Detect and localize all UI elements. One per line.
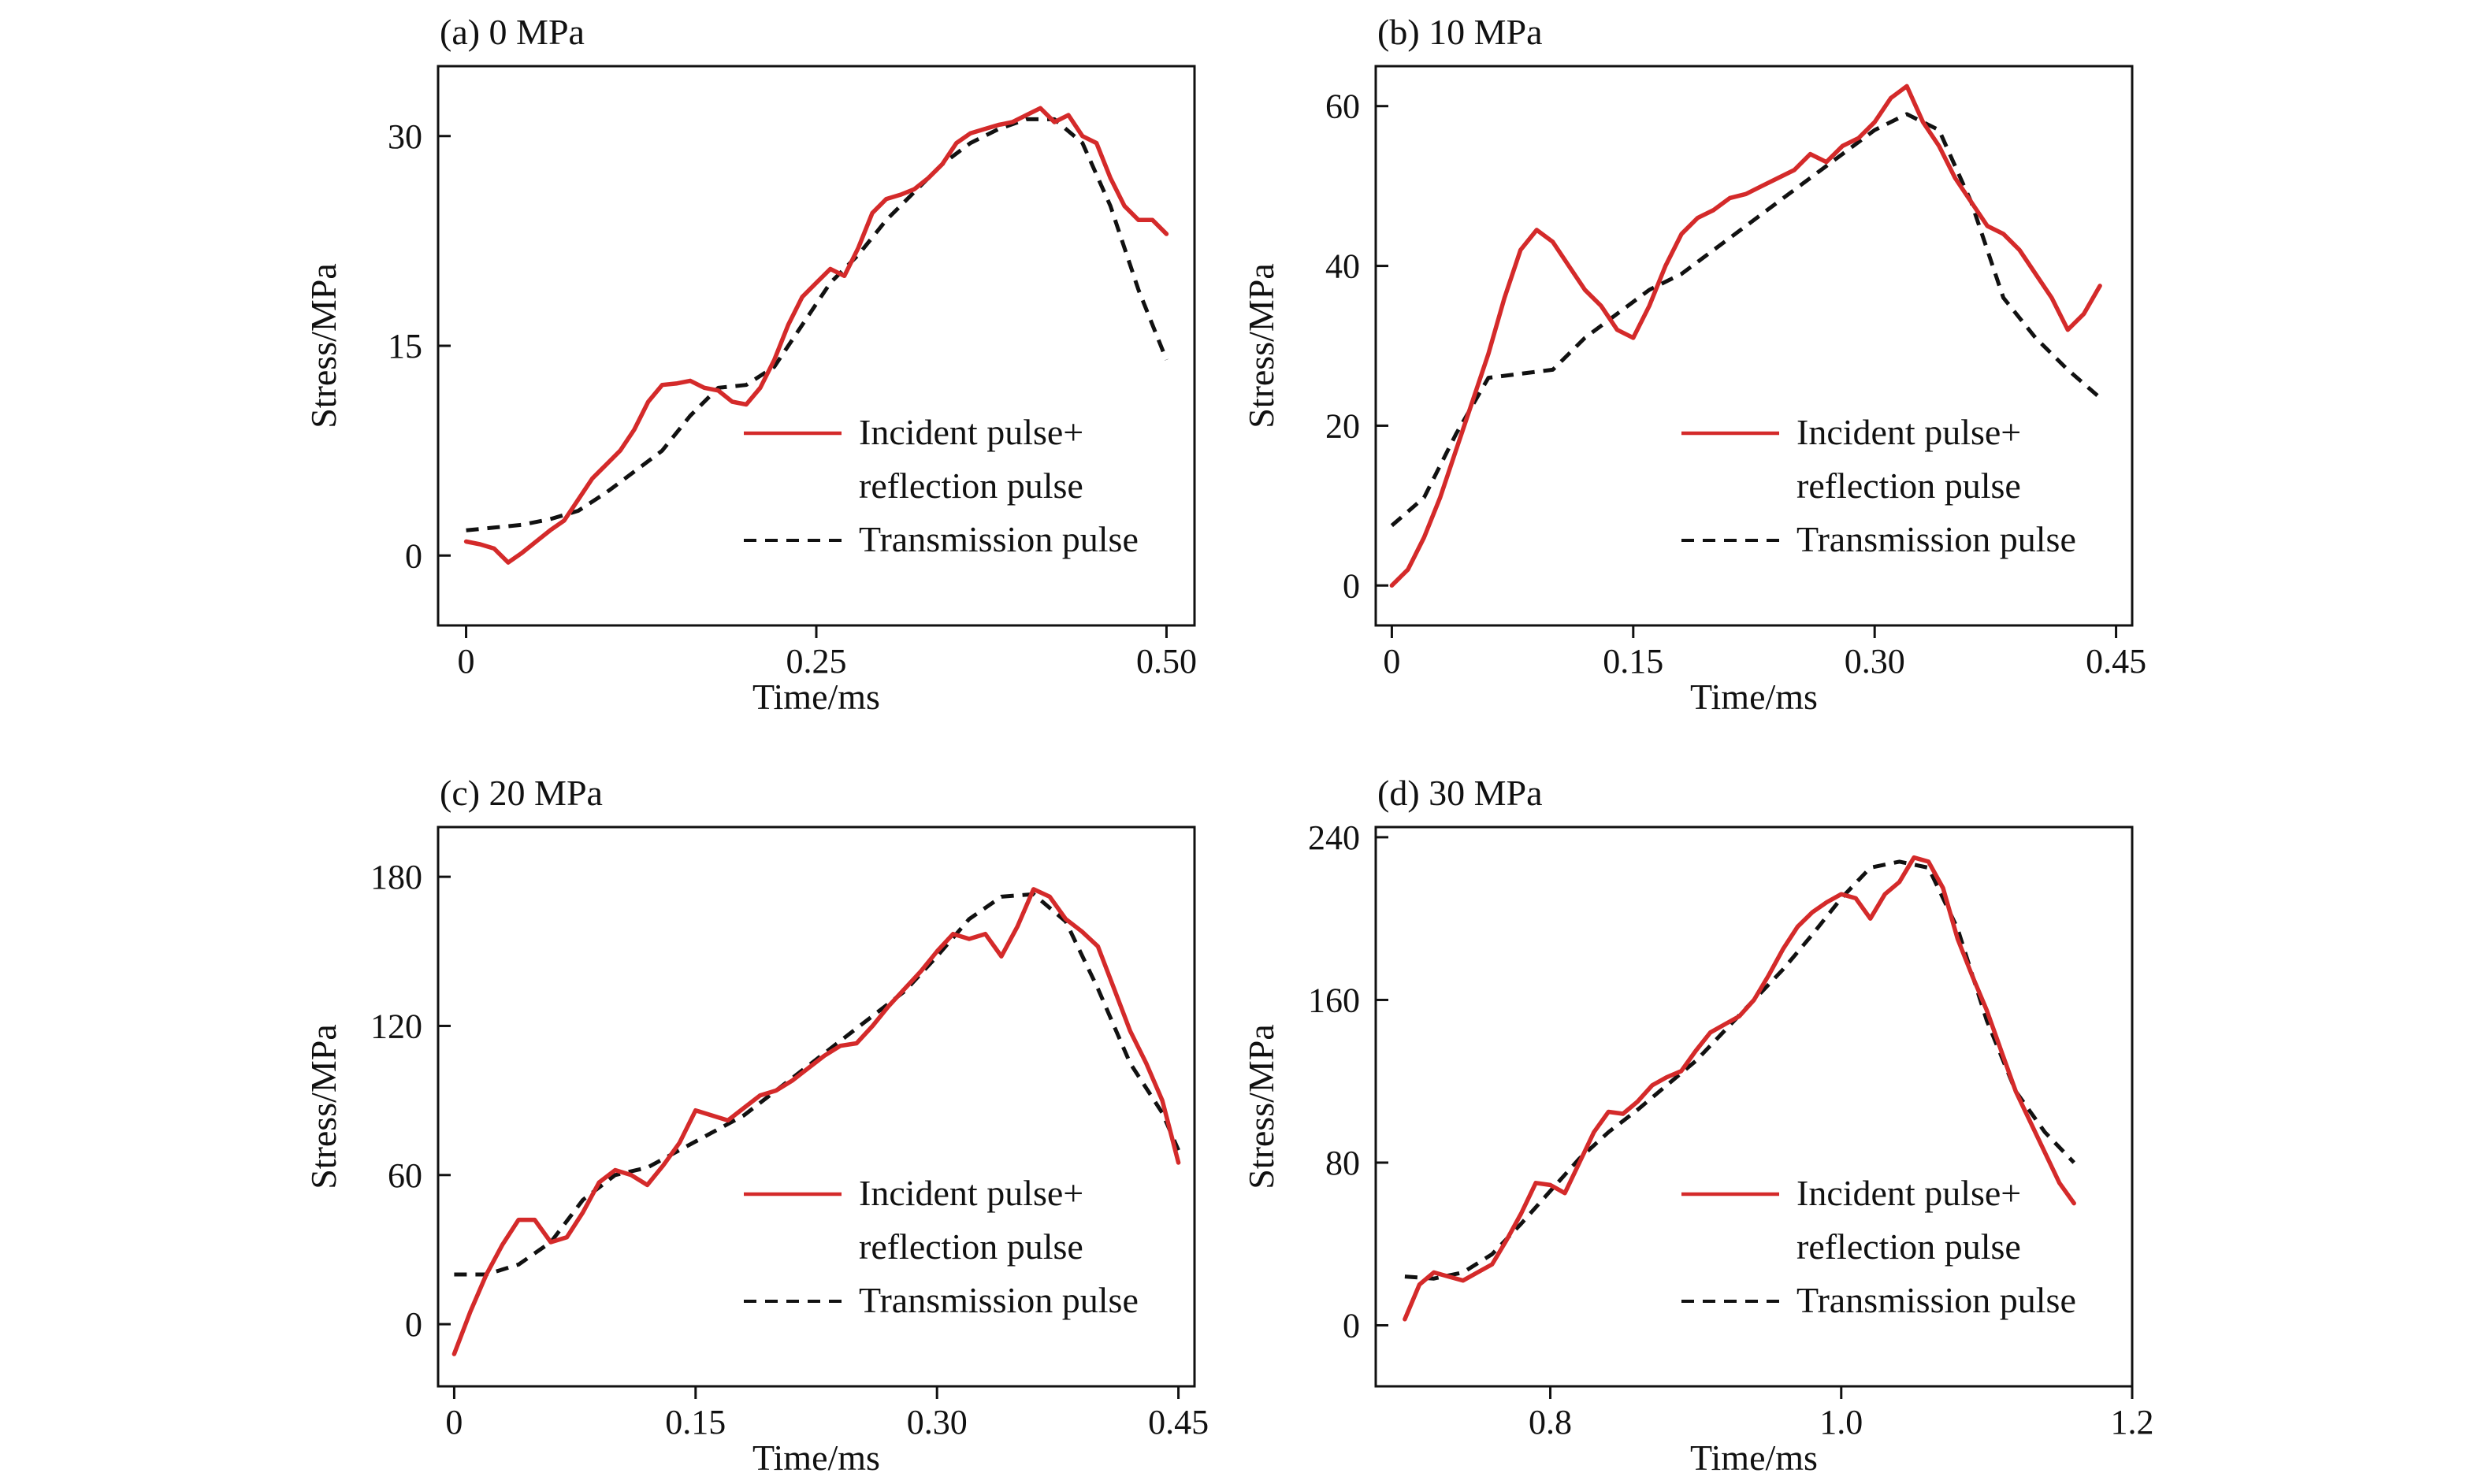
legend-label-transmission-d: Transmission pulse — [1796, 1280, 2076, 1320]
x-tick-label-a: 0.25 — [786, 642, 847, 681]
x-tick-label-a: 0.50 — [1136, 642, 1197, 681]
y-tick-label-d: 240 — [1308, 818, 1360, 857]
legend-d: Incident pulse+ reflection pulse Transmiss… — [1681, 1173, 2076, 1320]
y-tick-label-a: 30 — [388, 117, 422, 156]
y-tick-label-b: 0 — [1343, 566, 1360, 605]
y-axis-label-b: Stress/MPa — [1241, 263, 1281, 429]
y-axis-label-a: Stress/MPa — [303, 263, 344, 429]
chart-title-a: (a) 0 MPa — [440, 12, 585, 52]
legend-label-incident-b: Incident pulse+ — [1796, 412, 2021, 452]
panel-d: (d) 30 MPa 0.8 1.0 1.2 0 80 160 240 Time/ms Stres… — [1241, 773, 2154, 1478]
panel-b: (b) 10 MPa 0 0.15 0.30 0.45 0 20 40 60 Time/ms Str… — [1241, 12, 2146, 717]
x-tick-label-d: 0.8 — [1529, 1403, 1572, 1441]
x-tick-label-b: 0.30 — [1845, 642, 1905, 681]
incident-reflection-line-d — [1403, 855, 2076, 1322]
legend-label-transmission-b: Transmission pulse — [1796, 519, 2076, 559]
x-tick-label-d: 1.2 — [2111, 1403, 2154, 1441]
legend-label-transmission-a: Transmission pulse — [859, 519, 1139, 559]
x-tick-label-d: 1.0 — [1819, 1403, 1863, 1441]
legend-label-transmission-c: Transmission pulse — [859, 1280, 1139, 1320]
y-tick-label-a: 15 — [388, 327, 422, 365]
legend-label-incident-d: reflection pulse — [1796, 1226, 2021, 1267]
legend-label-incident-a: Incident pulse+ — [859, 412, 1083, 452]
x-axis-label-b: Time/ms — [1690, 677, 1818, 717]
transmission-pulse-line-c — [454, 892, 1180, 1277]
chart-title-d: (d) 30 MPa — [1377, 773, 1543, 813]
y-tick-label-b: 60 — [1325, 87, 1360, 126]
y-tick-label-c: 180 — [370, 858, 422, 896]
x-tick-label-b: 0 — [1383, 642, 1400, 681]
legend-label-incident-a: reflection pulse — [859, 466, 1083, 506]
legend-c: Incident pulse+ reflection pulse Transmiss… — [744, 1173, 1139, 1320]
x-tick-label-b: 0.15 — [1603, 642, 1663, 681]
legend-label-incident-b: reflection pulse — [1796, 466, 2021, 506]
x-tick-label-c: 0.45 — [1148, 1403, 1209, 1441]
x-axis-label-a: Time/ms — [752, 677, 880, 717]
plot-frame-d — [1374, 825, 2134, 1388]
panel-c: (c) 20 MPa 0 0.15 0.30 0.45 0 60 120 180 Time/ms S… — [303, 773, 1209, 1478]
y-tick-label-b: 40 — [1325, 247, 1360, 286]
y-tick-label-c: 60 — [388, 1156, 422, 1195]
legend-label-incident-c: Incident pulse+ — [859, 1173, 1083, 1213]
plot-frame-c — [437, 825, 1196, 1388]
x-axis-label-c: Time/ms — [752, 1438, 880, 1478]
x-tick-label-c: 0.30 — [907, 1403, 968, 1441]
chart-title-b: (b) 10 MPa — [1377, 12, 1543, 52]
incident-reflection-line-b — [1389, 83, 2102, 588]
transmission-pulse-line-b — [1390, 112, 2101, 528]
legend-b: Incident pulse+ reflection pulse Transmiss… — [1681, 412, 2076, 559]
y-tick-label-d: 160 — [1308, 981, 1360, 1019]
plot-frame-b — [1374, 65, 2134, 627]
panel-a: (a) 0 MPa 0 0.25 0.50 0 15 30 Time/ms Stress/MPa… — [303, 12, 1197, 717]
x-tick-label-b: 0.45 — [2086, 642, 2146, 681]
y-tick-label-c: 120 — [370, 1007, 422, 1045]
y-axis-label-c: Stress/MPa — [303, 1024, 344, 1189]
y-tick-label-b: 20 — [1325, 406, 1360, 445]
transmission-pulse-line-d — [1404, 859, 2076, 1281]
y-axis-label-d: Stress/MPa — [1241, 1024, 1281, 1189]
y-tick-label-a: 0 — [405, 536, 422, 575]
x-tick-label-c: 0 — [445, 1403, 463, 1441]
x-axis-label-d: Time/ms — [1690, 1438, 1818, 1478]
legend-label-incident-d: Incident pulse+ — [1796, 1173, 2021, 1213]
y-tick-label-c: 0 — [405, 1305, 422, 1344]
y-tick-label-d: 0 — [1343, 1307, 1360, 1345]
incident-reflection-line-c — [451, 887, 1181, 1356]
y-tick-label-d: 80 — [1325, 1144, 1360, 1182]
x-tick-label-c: 0.15 — [665, 1403, 726, 1441]
incident-reflection-line-a — [463, 106, 1169, 565]
chart-title-c: (c) 20 MPa — [440, 773, 603, 813]
x-tick-label-a: 0 — [458, 642, 475, 681]
legend-label-incident-c: reflection pulse — [859, 1226, 1083, 1267]
legend-a: Incident pulse+ reflection pulse Transmiss… — [744, 412, 1139, 559]
